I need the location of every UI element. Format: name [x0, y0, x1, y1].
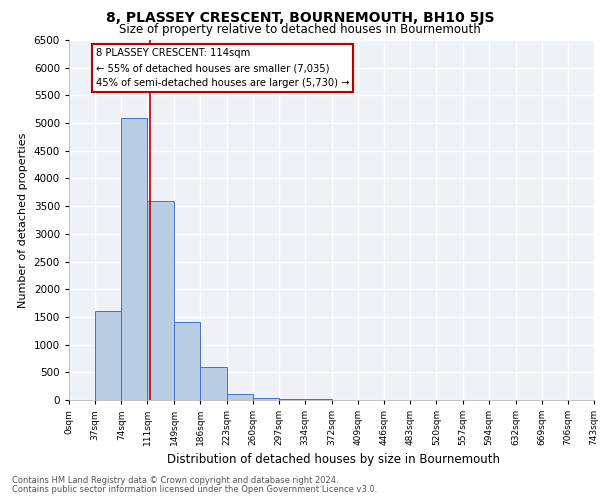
- Bar: [95, 312, 121, 400]
- Y-axis label: Number of detached properties: Number of detached properties: [18, 132, 28, 308]
- Text: Size of property relative to detached houses in Bournemouth: Size of property relative to detached ho…: [119, 22, 481, 36]
- Bar: [121, 118, 148, 400]
- Bar: [174, 322, 200, 400]
- Text: 8, PLASSEY CRESCENT, BOURNEMOUTH, BH10 5JS: 8, PLASSEY CRESCENT, BOURNEMOUTH, BH10 5…: [106, 11, 494, 25]
- Text: Contains HM Land Registry data © Crown copyright and database right 2024.: Contains HM Land Registry data © Crown c…: [12, 476, 338, 485]
- Text: Distribution of detached houses by size in Bournemouth: Distribution of detached houses by size …: [167, 452, 500, 466]
- Bar: [148, 200, 174, 400]
- Bar: [279, 399, 305, 400]
- Text: 8 PLASSEY CRESCENT: 114sqm
← 55% of detached houses are smaller (7,035)
45% of s: 8 PLASSEY CRESCENT: 114sqm ← 55% of deta…: [96, 48, 349, 88]
- Bar: [253, 398, 279, 400]
- Bar: [200, 367, 227, 400]
- Text: Contains public sector information licensed under the Open Government Licence v3: Contains public sector information licen…: [12, 484, 377, 494]
- Bar: [227, 394, 253, 400]
